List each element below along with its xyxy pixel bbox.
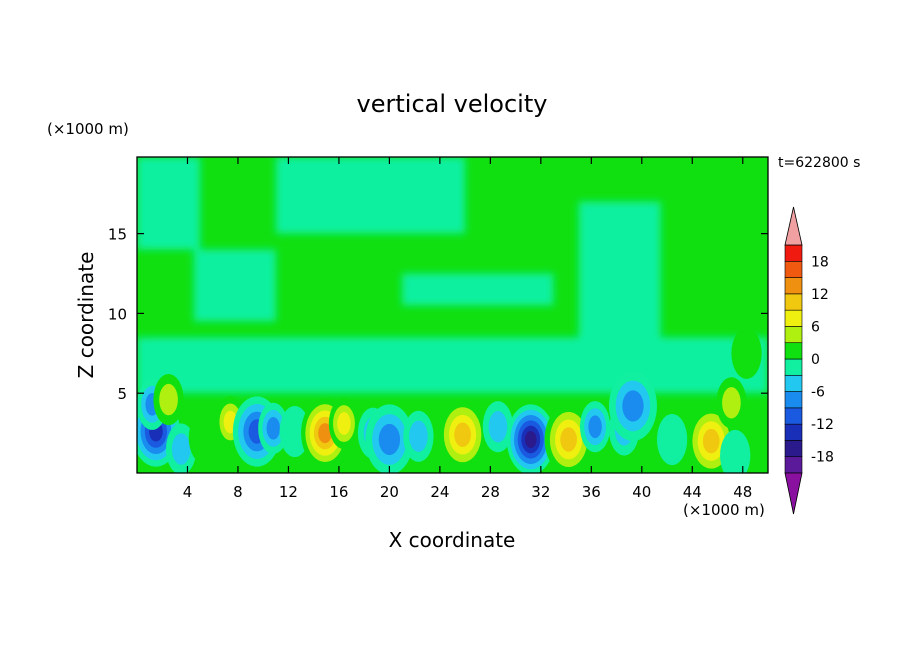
velocity-field xyxy=(137,157,768,473)
x-tick-label: 12 xyxy=(279,483,298,501)
colorbar-segment xyxy=(784,277,803,295)
x-tick-label: 32 xyxy=(531,483,550,501)
velocity-cells xyxy=(137,327,762,473)
velocity-cell-2 xyxy=(153,374,184,426)
colorbar-segment xyxy=(784,374,803,392)
x-tick-label: 28 xyxy=(481,483,500,501)
colorbar-tick-label: 0 xyxy=(811,352,820,368)
velocity-cell-16 xyxy=(506,404,555,473)
y-axis-ticks: 5 10 15 xyxy=(108,226,768,403)
velocity-cell-18 xyxy=(579,401,611,453)
y-axis-label: Z coordinate xyxy=(74,252,98,379)
colorbar-segment xyxy=(784,391,803,409)
colorbar-segment xyxy=(784,456,803,474)
velocity-cell-24 xyxy=(720,429,751,473)
velocity-cell-17 xyxy=(544,404,593,473)
near-zero-region-2 xyxy=(402,273,554,306)
colorbar-segment xyxy=(784,326,803,344)
velocity-cell-4 xyxy=(188,412,220,464)
x-tick-label: 16 xyxy=(329,483,348,501)
velocity-cell-3 xyxy=(166,423,197,473)
velocity-cell-15 xyxy=(482,401,514,453)
colorbar-segment xyxy=(784,423,803,441)
x-tick-label: 20 xyxy=(380,483,399,501)
colorbar-tick-label: 18 xyxy=(811,254,829,270)
near-zero-region-3 xyxy=(193,249,276,322)
colorbar-segment xyxy=(784,293,803,311)
x-tick-label: 44 xyxy=(683,483,702,501)
y-unit-label: (×1000 m) xyxy=(47,120,129,138)
velocity-cell-25 xyxy=(731,327,762,379)
y-tick-label: 10 xyxy=(108,305,127,323)
x-axis-label: X coordinate xyxy=(389,528,516,552)
colorbar-tick-label: 6 xyxy=(811,319,820,335)
velocity-cell-21 xyxy=(656,413,688,466)
near-zero-region-5 xyxy=(137,337,768,394)
x-tick-label: 24 xyxy=(430,483,449,501)
colorbar-under-arrow xyxy=(784,472,803,515)
x-tick-label: 36 xyxy=(582,483,601,501)
chart-title: vertical velocity xyxy=(357,90,548,118)
colorbar-segment xyxy=(784,309,803,327)
colorbar-tick-label: 12 xyxy=(811,287,829,303)
colorbar-over-arrow xyxy=(784,206,803,246)
near-zero-region-4 xyxy=(578,201,661,346)
colorbar-segment xyxy=(784,440,803,458)
near-zero-region-0 xyxy=(137,157,201,250)
colorbar-segment xyxy=(784,342,803,360)
plot-frame xyxy=(136,156,769,474)
x-tick-label: 48 xyxy=(733,483,752,501)
colorbar-tick-label: -6 xyxy=(811,385,825,401)
x-tick-label: 4 xyxy=(183,483,193,501)
near-zero-regions xyxy=(137,157,768,394)
y-tick-label: 5 xyxy=(117,385,127,403)
y-tick-label: 15 xyxy=(108,226,127,244)
near-zero-region-1 xyxy=(275,157,466,234)
velocity-cell-23 xyxy=(716,377,747,429)
velocity-cell-20 xyxy=(608,370,657,442)
colorbar-segment xyxy=(784,260,803,278)
colorbar-segment xyxy=(784,358,803,376)
velocity-cell-14 xyxy=(438,399,487,470)
x-tick-label: 40 xyxy=(632,483,651,501)
velocity-cell-13 xyxy=(403,410,434,462)
x-tick-label: 8 xyxy=(233,483,243,501)
colorbar-tick-label: -12 xyxy=(811,417,834,433)
colorbar-segment xyxy=(784,407,803,425)
x-axis-ticks: 4 8 12 16 20 24 28 32 36 40 44 48 xyxy=(183,157,752,501)
velocity-cell-12 xyxy=(365,404,414,473)
colorbar-segment xyxy=(784,244,803,262)
velocity-cell-10 xyxy=(328,397,360,450)
x-unit-label: (×1000 m) xyxy=(683,501,765,519)
colorbar-tick-label: -18 xyxy=(811,450,834,466)
colorbar: -18 -12 -6 0 6 12 18 xyxy=(784,206,834,515)
time-label: t=622800 s xyxy=(778,155,860,171)
velocity-cell-7 xyxy=(258,402,289,454)
